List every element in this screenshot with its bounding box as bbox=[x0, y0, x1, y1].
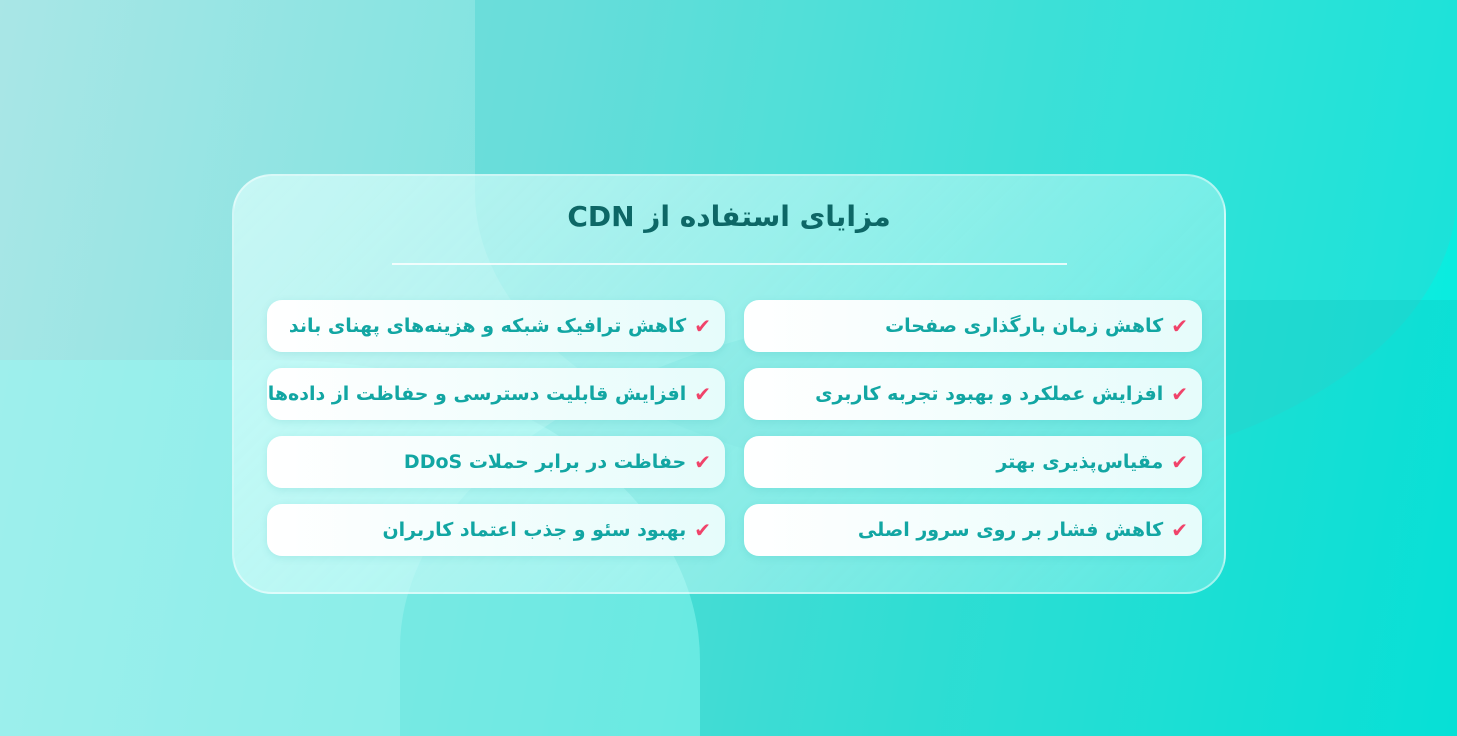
benefit-item: ✔ کاهش زمان بارگذاری صفحات bbox=[744, 300, 1202, 352]
checkmark-icon: ✔ bbox=[1171, 450, 1188, 474]
benefit-label: مقیاس‌پذیری بهتر bbox=[996, 451, 1164, 473]
checkmark-icon: ✔ bbox=[1171, 314, 1188, 338]
benefit-label: بهبود سئو و جذب اعتماد کاربران bbox=[382, 519, 687, 541]
checkmark-icon: ✔ bbox=[694, 450, 711, 474]
benefit-label: افزایش عملکرد و بهبود تجربه کاربری bbox=[815, 383, 1164, 405]
divider bbox=[392, 263, 1067, 265]
page-title: مزایای استفاده از CDN bbox=[567, 200, 891, 233]
benefit-label: افزایش قابلیت دسترسی و حفاظت از داده‌ها bbox=[267, 383, 687, 405]
benefit-label: کاهش ترافیک شبکه و هزینه‌های پهنای باند bbox=[288, 315, 687, 337]
checkmark-icon: ✔ bbox=[1171, 382, 1188, 406]
benefit-item: ✔ افزایش عملکرد و بهبود تجربه کاربری bbox=[744, 368, 1202, 420]
checkmark-icon: ✔ bbox=[1171, 518, 1188, 542]
benefit-item: ✔ حفاظت در برابر حملات DDoS bbox=[267, 436, 725, 488]
benefits-panel: مزایای استفاده از CDN ✔ کاهش زمان بارگذار… bbox=[232, 174, 1226, 594]
benefit-item: ✔ بهبود سئو و جذب اعتماد کاربران bbox=[267, 504, 725, 556]
benefit-label: کاهش زمان بارگذاری صفحات bbox=[885, 315, 1164, 337]
benefit-item: ✔ کاهش ترافیک شبکه و هزینه‌های پهنای باند bbox=[267, 300, 725, 352]
checkmark-icon: ✔ bbox=[694, 382, 711, 406]
checkmark-icon: ✔ bbox=[694, 518, 711, 542]
benefit-label: حفاظت در برابر حملات DDoS bbox=[403, 451, 687, 473]
benefit-item: ✔ کاهش فشار بر روی سرور اصلی bbox=[744, 504, 1202, 556]
benefit-item: ✔ افزایش قابلیت دسترسی و حفاظت از داده‌ها bbox=[267, 368, 725, 420]
benefit-label: کاهش فشار بر روی سرور اصلی bbox=[857, 519, 1164, 541]
benefit-item: ✔ مقیاس‌پذیری بهتر bbox=[744, 436, 1202, 488]
checkmark-icon: ✔ bbox=[694, 314, 711, 338]
